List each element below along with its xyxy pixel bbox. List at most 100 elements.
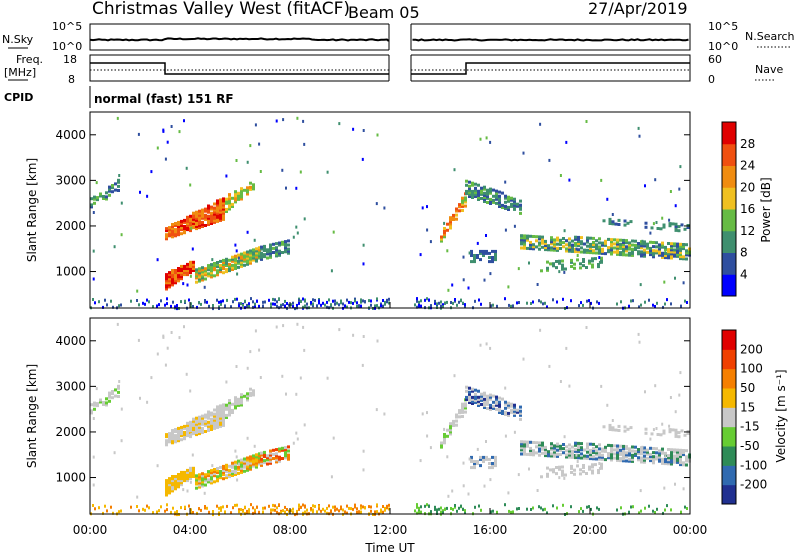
power-cell [438,301,440,305]
power-cell [628,253,631,257]
velocity-cell [275,454,278,458]
velocity-cell [201,478,204,482]
power-cell [488,260,491,264]
power-cell [644,225,648,229]
power-cell [195,272,198,276]
x-tick-label: 00:00 [673,523,708,537]
power-cell [589,249,592,252]
velocity-cell [212,510,214,513]
power-cell [592,249,595,253]
velocity-cell [207,410,210,414]
velocity-cell [92,483,95,487]
power-cell [625,245,628,249]
velocity-cell [601,455,604,459]
velocity-cell [420,505,422,509]
power-cell [192,217,195,221]
velocity-cell [272,457,275,460]
power-cell [489,200,492,203]
velocity-cell [186,432,189,436]
velocity-cell [577,446,580,449]
power-cell [610,238,613,242]
power-cell [258,256,261,260]
velocity-cell [189,429,192,432]
velocity-cell [631,449,634,453]
power-cell [535,239,538,243]
power-cell [610,240,613,244]
velocity-cell [237,397,240,401]
velocity-cell [646,448,649,452]
power-cell [595,239,598,243]
velocity-cell [470,455,473,459]
velocity-cell [240,395,243,399]
velocity-cell [598,457,601,461]
power-cell [201,210,204,214]
velocity-cell [256,505,258,509]
power-cell [318,299,320,303]
velocity-cell [246,456,249,460]
power-cell [374,304,376,308]
velocity-cell [222,413,225,417]
velocity-cell [474,505,476,509]
velocity-cell [388,507,390,511]
velocity-cell [298,504,300,508]
power-cell [189,267,192,270]
velocity-cell [216,421,219,425]
power-cell [510,304,512,308]
power-cell [577,248,580,252]
power-cell [562,237,565,240]
power-cell [619,238,622,242]
y-tick-label: 3000 [55,173,86,187]
freq-tick-top: 18 [63,53,77,66]
power-cell [440,235,443,239]
power-cell [577,244,580,248]
power-cell [258,254,261,258]
velocity-cell [544,507,546,511]
velocity-cell [661,422,664,426]
power-cell [231,202,234,206]
velocity-cell [118,380,121,383]
velocity-cell [165,443,168,447]
velocity-cell [255,453,258,457]
velocity-cell [177,431,180,434]
power-cell [183,264,186,268]
power-cell [523,236,526,240]
power-cell [592,245,595,249]
power-cell [94,301,96,305]
velocity-cell [302,503,304,507]
velocity-cell [595,445,598,449]
velocity-cell [361,363,364,367]
power-cell [625,239,628,243]
power-cell [601,249,604,253]
power-cell [559,242,562,246]
power-cell [189,274,192,278]
power-cell [622,245,625,249]
velocity-cell [165,485,168,489]
power-cell [334,299,336,303]
power-cell [661,253,664,257]
velocity-cell [180,470,183,474]
power-cell [168,285,171,289]
velocity-cell [578,510,580,514]
velocity-cell [652,428,655,432]
velocity-cell [342,508,344,512]
velocity-cell [685,457,688,461]
power-cell [225,257,228,261]
power-cell [210,205,213,209]
velocity-cell [198,432,201,436]
velocity-cell [266,462,269,466]
power-cell [447,288,450,292]
velocity-cell [210,417,213,421]
power-cell [631,243,634,247]
power-cell [207,264,210,268]
velocity-cell [495,401,498,405]
velocity-cell [477,402,480,405]
velocity-cell [519,413,522,417]
power-cell [210,267,213,271]
power-cell [204,213,207,217]
velocity-cell [591,469,594,473]
velocity-cell [607,443,610,447]
power-cell [644,300,646,304]
velocity-cell [168,438,171,442]
velocity-cell [666,504,668,508]
power-cell [623,219,627,223]
